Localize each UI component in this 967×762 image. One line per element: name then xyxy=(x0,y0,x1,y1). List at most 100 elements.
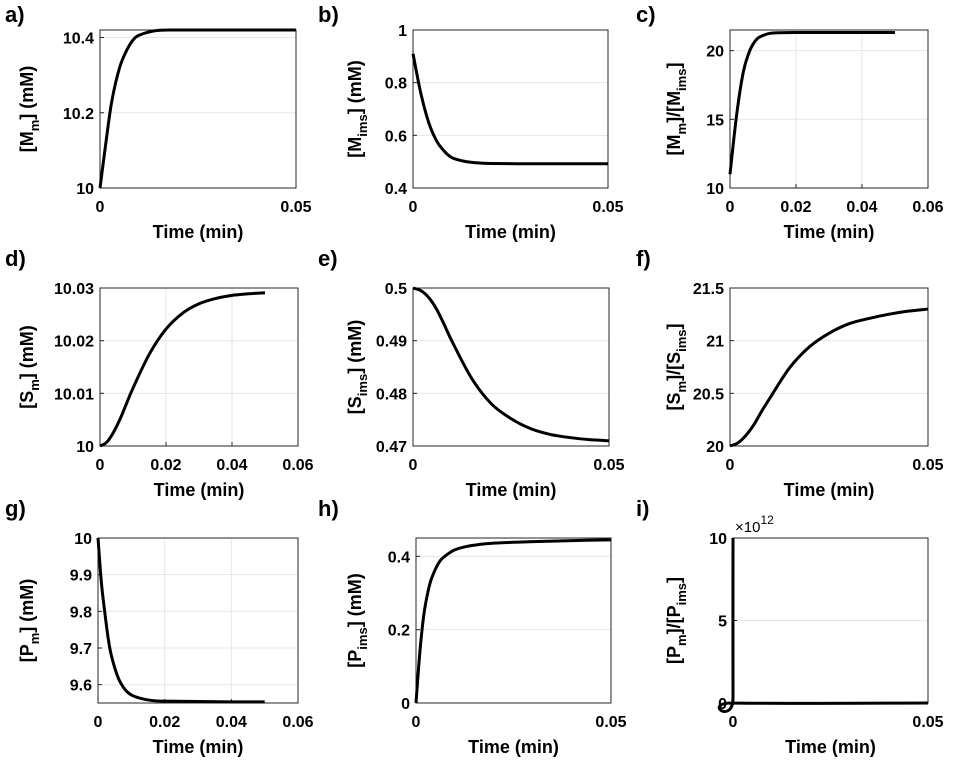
series-line-0 xyxy=(411,53,608,166)
y-tick-label: 0.49 xyxy=(376,334,407,351)
panel-letter: b) xyxy=(318,2,339,27)
y-tick-label: 0 xyxy=(401,696,410,713)
x-axis-label: Time (min) xyxy=(153,222,244,242)
chart-panel-7: 0 0.05 0 0.2 0.4 Time (min) [Pims] (mM) h) xyxy=(318,496,627,757)
y-tick-label: 20.5 xyxy=(693,386,724,403)
y-tick-label: 20 xyxy=(706,439,724,456)
chart-panel-6: 0 0.02 0.04 0.06 9.6 9.7 9.8 9.9 10 Time (min) [Pm… xyxy=(5,496,314,757)
x-tick-label: 0.05 xyxy=(595,714,626,731)
chart-panel-0: 0 0.05 10 10.2 10.4 Time (min) [Mm] (mM) a) xyxy=(5,2,312,242)
panel-letter: d) xyxy=(5,246,26,271)
x-tick-label: 0.05 xyxy=(593,457,624,474)
x-tick-label: 0.04 xyxy=(216,457,247,474)
exponent-label: ×1012 xyxy=(735,513,774,536)
y-tick-label: 0.48 xyxy=(376,386,407,403)
y-tick-label: 20 xyxy=(706,44,724,61)
chart-panel-2: 0 0.02 0.04 0.06 10 15 20 Time (min) [Mm]/[Mims]… xyxy=(636,2,944,242)
x-tick-label: 0.05 xyxy=(280,199,311,216)
panel-letter: a) xyxy=(5,2,25,27)
panel-letter: e) xyxy=(318,246,338,271)
axes-box xyxy=(97,537,299,704)
axes-box xyxy=(729,29,929,189)
y-tick-label: 10 xyxy=(76,181,94,198)
x-tick-label: 0.06 xyxy=(282,457,313,474)
series-line-0 xyxy=(414,538,612,704)
y-axis-label: [Pims] (mM) xyxy=(345,573,370,667)
axes-box xyxy=(412,287,610,447)
y-axis-label: [Sm] (mM) xyxy=(17,325,42,409)
x-tick-label: 0 xyxy=(726,457,735,474)
y-axis-label: [Pm] (mM) xyxy=(17,579,42,663)
y-tick-label: 10 xyxy=(709,531,727,548)
y-tick-label: 0.8 xyxy=(385,76,407,93)
y-tick-label: 0.6 xyxy=(385,128,407,145)
y-axis-label: [Sm]/[Sims] xyxy=(664,324,689,411)
x-axis-label: Time (min) xyxy=(466,480,557,500)
x-tick-label: 0 xyxy=(409,457,418,474)
x-tick-label: 0.05 xyxy=(912,714,943,731)
x-tick-label: 0.02 xyxy=(149,714,180,731)
y-tick-label: 0.5 xyxy=(385,281,407,298)
chart-panel-5: 0 0.05 20 20.5 21 21.5 Time (min) [Sm]/[Sims] f) xyxy=(636,246,944,500)
x-axis-label: Time (min) xyxy=(785,737,876,757)
y-tick-label: 10.03 xyxy=(54,281,94,298)
series-line-0 xyxy=(729,307,929,448)
y-tick-label: 1 xyxy=(398,23,407,40)
y-tick-label: 9.9 xyxy=(70,568,92,585)
y-axis-label: [Mm]/[Mims] xyxy=(664,63,689,156)
series-line-0 xyxy=(412,286,610,443)
series-line-0 xyxy=(728,30,895,175)
y-tick-label: 0.47 xyxy=(376,439,407,456)
x-tick-label: 0 xyxy=(409,199,418,216)
y-axis-label: [Sims] (mM) xyxy=(345,320,370,414)
y-tick-label: 0.2 xyxy=(388,623,410,640)
x-tick-label: 0 xyxy=(729,714,738,731)
x-tick-label: 0 xyxy=(412,714,421,731)
x-tick-label: 0 xyxy=(94,714,103,731)
axes-box xyxy=(99,287,299,447)
x-axis-label: Time (min) xyxy=(154,480,245,500)
x-tick-label: 0.04 xyxy=(846,199,877,216)
series-line-0 xyxy=(98,28,296,189)
panel-letter: g) xyxy=(5,496,26,521)
series-line-0 xyxy=(717,537,929,713)
y-tick-label: 10 xyxy=(76,439,94,456)
axes-box xyxy=(412,29,609,189)
x-axis-label: Time (min) xyxy=(784,222,875,242)
x-tick-label: 0.04 xyxy=(216,714,247,731)
y-tick-label: 10.4 xyxy=(63,31,94,48)
x-tick-label: 0 xyxy=(726,199,735,216)
x-axis-label: Time (min) xyxy=(784,480,875,500)
x-tick-label: 0.02 xyxy=(780,199,811,216)
y-tick-label: 10.01 xyxy=(54,386,94,403)
axes-box xyxy=(99,29,297,189)
y-axis-label: [Pm]/[Pims] xyxy=(664,577,689,664)
x-tick-label: 0.05 xyxy=(592,199,623,216)
panel-letter: f) xyxy=(636,246,651,271)
x-axis-label: Time (min) xyxy=(465,222,556,242)
axes-box xyxy=(415,537,612,704)
chart-panel-1: 0 0.05 0.4 0.6 0.8 1 Time (min) [Mims] (mM) b) xyxy=(318,2,624,242)
y-axis-label: [Mm] (mM) xyxy=(17,66,42,153)
y-tick-label: 9.7 xyxy=(70,641,92,658)
x-tick-label: 0 xyxy=(96,457,105,474)
chart-panel-3: 0 0.02 0.04 0.06 10 10.01 10.02 10.03 Time (min)… xyxy=(5,246,314,500)
y-tick-label: 9.8 xyxy=(70,604,92,621)
y-tick-label: 0.4 xyxy=(388,549,410,566)
y-tick-label: 10.2 xyxy=(63,106,94,123)
x-tick-label: 0.06 xyxy=(912,199,943,216)
x-axis-label: Time (min) xyxy=(153,737,244,757)
x-tick-label: 0 xyxy=(96,199,105,216)
x-axis-label: Time (min) xyxy=(468,737,559,757)
x-tick-label: 0.06 xyxy=(282,714,313,731)
y-tick-label: 21.5 xyxy=(693,281,724,298)
y-tick-label: 10 xyxy=(74,531,92,548)
y-tick-label: 0.4 xyxy=(385,181,407,198)
x-tick-label: 0.05 xyxy=(912,457,943,474)
y-tick-label: 5 xyxy=(718,614,727,631)
y-tick-label: 15 xyxy=(706,112,724,129)
series-line-0 xyxy=(96,537,265,704)
panel-letter: c) xyxy=(636,2,656,27)
